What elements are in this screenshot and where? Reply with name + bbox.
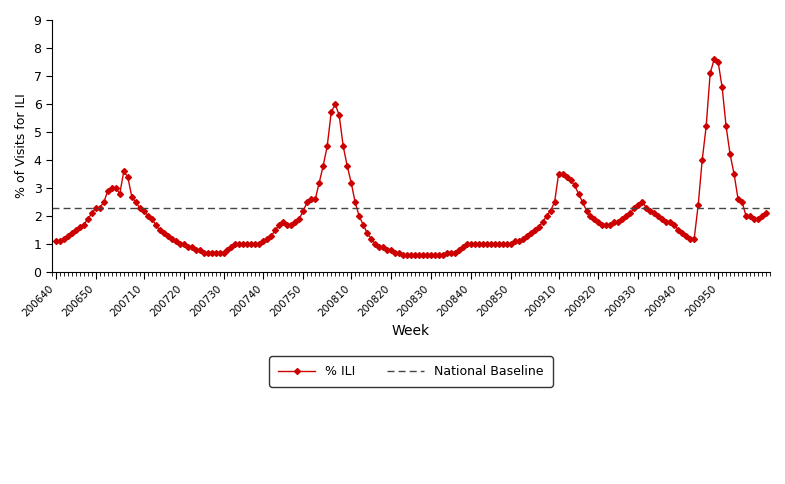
Line: % ILI: % ILI bbox=[54, 57, 768, 257]
% ILI bbox=[586, 213, 595, 219]
% ILI bbox=[179, 241, 188, 247]
X-axis label: Week: Week bbox=[392, 324, 430, 338]
National Baseline bbox=[55, 205, 64, 211]
% ILI bbox=[51, 239, 60, 244]
Legend: % ILI, National Baseline: % ILI, National Baseline bbox=[269, 356, 553, 387]
% ILI bbox=[119, 168, 129, 174]
Y-axis label: % of Visits for ILI: % of Visits for ILI bbox=[15, 94, 28, 198]
% ILI bbox=[363, 230, 372, 236]
% ILI bbox=[398, 253, 407, 258]
% ILI bbox=[710, 56, 719, 62]
National Baseline bbox=[51, 205, 60, 211]
% ILI bbox=[254, 241, 264, 247]
% ILI bbox=[111, 185, 121, 191]
% ILI bbox=[761, 211, 771, 216]
